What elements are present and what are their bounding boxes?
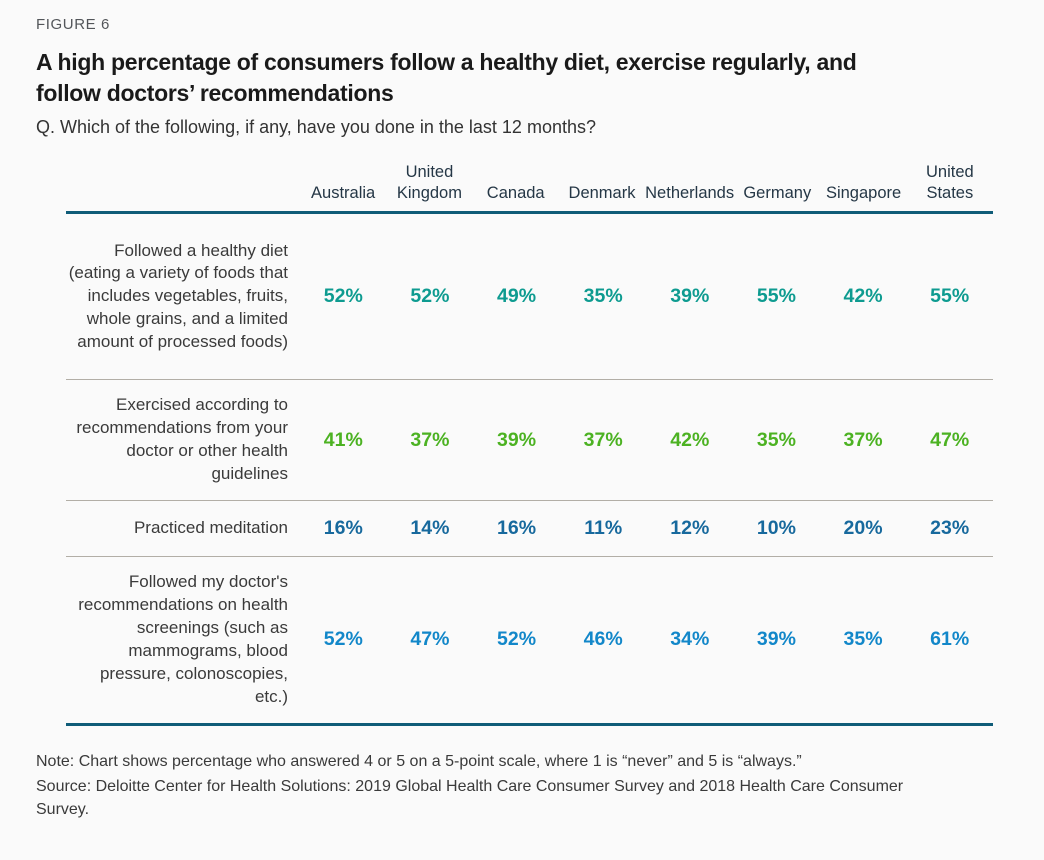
figure-page: FIGURE 6 A high percentage of consumers …: [36, 16, 993, 822]
value-cell: 35%: [843, 628, 883, 651]
table-row-exercised: Exercised according to recommendations f…: [66, 380, 993, 502]
row-label-meditation: Practiced meditation: [133, 518, 288, 538]
value-cell: 37%: [583, 428, 623, 451]
value-cell: 16%: [497, 517, 537, 540]
value-cell: 52%: [323, 628, 363, 651]
table-row-screenings: Followed my doctor's recommendations on …: [66, 557, 993, 726]
table-header-row: Australia United Kingdom Canada Denmark …: [66, 162, 993, 215]
value-cell: 52%: [497, 628, 537, 651]
column-header-united-kingdom: United Kingdom: [396, 163, 462, 202]
note-text: Note: Chart shows percentage who answere…: [36, 752, 802, 770]
value-cell: 39%: [497, 428, 537, 451]
value-cell: 42%: [670, 428, 710, 451]
row-label-screenings: Followed my doctor's recommendations on …: [78, 572, 288, 706]
data-table: Australia United Kingdom Canada Denmark …: [66, 162, 993, 726]
figure-label: FIGURE 6: [36, 16, 110, 33]
table-row-healthy-diet: Followed a healthy diet (eating a variet…: [66, 214, 993, 381]
column-header-germany: Germany: [743, 183, 812, 202]
figure-footer: Note: Chart shows percentage who answere…: [36, 750, 951, 822]
column-header-denmark: Denmark: [568, 183, 636, 202]
value-cell: 41%: [323, 428, 363, 451]
value-cell: 14%: [410, 517, 450, 540]
value-cell: 37%: [410, 428, 450, 451]
column-header-canada: Canada: [486, 183, 545, 202]
row-label-exercised: Exercised according to recommendations f…: [76, 395, 288, 484]
value-cell: 37%: [843, 428, 883, 451]
value-cell: 52%: [410, 285, 450, 308]
value-cell: 39%: [756, 628, 796, 651]
value-cell: 12%: [670, 517, 710, 540]
value-cell: 46%: [583, 628, 623, 651]
value-cell: 16%: [323, 517, 363, 540]
table-row-meditation: Practiced meditation 16% 14% 16% 11% 12%…: [66, 501, 993, 558]
figure-title: A high percentage of consumers follow a …: [36, 49, 857, 107]
value-cell: 35%: [583, 285, 623, 308]
source-text: Source: Deloitte Center for Health Solut…: [36, 777, 904, 819]
row-label-healthy-diet: Followed a healthy diet (eating a variet…: [68, 240, 288, 352]
value-cell: 20%: [843, 517, 883, 540]
column-header-singapore: Singapore: [825, 183, 902, 202]
value-cell: 39%: [670, 285, 710, 308]
value-cell: 47%: [410, 628, 450, 651]
value-cell: 23%: [930, 517, 970, 540]
value-cell: 55%: [756, 285, 796, 308]
value-cell: 42%: [843, 285, 883, 308]
value-cell: 55%: [930, 285, 970, 308]
value-cell: 61%: [930, 628, 970, 651]
column-header-netherlands: Netherlands: [645, 183, 735, 202]
column-header-australia: Australia: [311, 183, 376, 202]
survey-question: Q. Which of the following, if any, have …: [36, 117, 596, 138]
column-header-united-states: United States: [926, 163, 974, 202]
value-cell: 47%: [930, 428, 970, 451]
header-spacer: [66, 203, 300, 211]
value-cell: 11%: [584, 517, 623, 540]
value-cell: 52%: [323, 285, 363, 308]
value-cell: 49%: [497, 285, 537, 308]
value-cell: 34%: [670, 628, 710, 651]
value-cell: 35%: [756, 428, 796, 451]
value-cell: 10%: [756, 517, 796, 540]
